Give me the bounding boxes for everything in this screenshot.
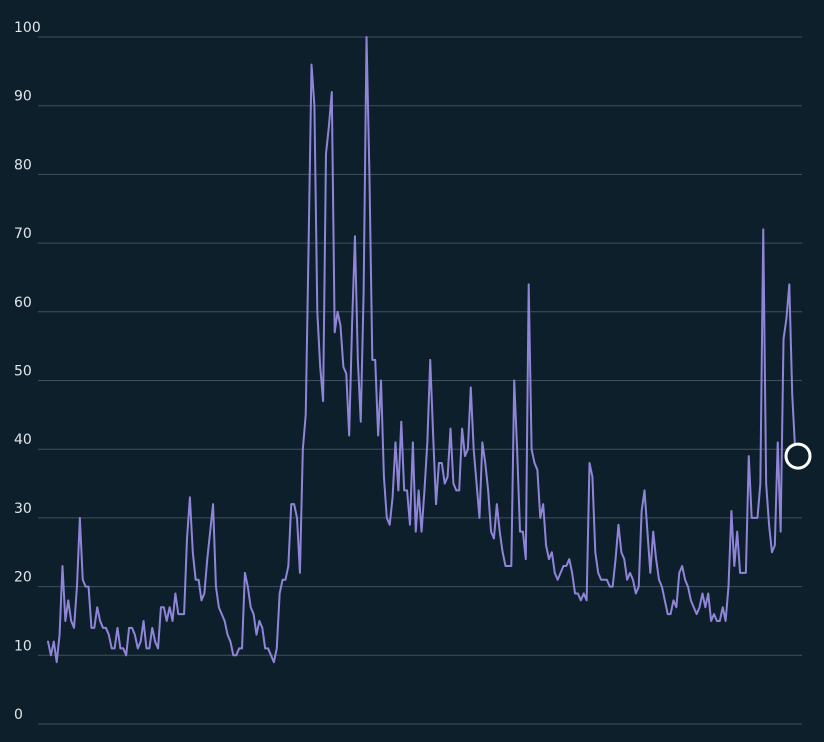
series-line-0: [47, 36, 799, 664]
y-tick-label-70: 70: [14, 226, 32, 242]
y-tick-label-0: 0: [14, 707, 23, 723]
y-tick-label-40: 40: [14, 432, 32, 448]
y-tick-label-30: 30: [14, 501, 32, 517]
y-tick-label-80: 80: [14, 157, 32, 173]
y-tick-label-90: 90: [14, 89, 32, 105]
y-tick-label-100: 100: [14, 20, 41, 36]
y-tick-label-50: 50: [14, 364, 32, 380]
grid-layer: [38, 36, 802, 725]
y-tick-label-10: 10: [14, 638, 32, 654]
y-tick-label-20: 20: [14, 570, 32, 586]
last-point-marker: [784, 442, 812, 470]
marker-layer: [784, 442, 812, 470]
y-tick-label-60: 60: [14, 295, 32, 311]
series-layer: [47, 36, 799, 664]
y-axis-tick-labels: 0 10 20 30 40 50 60 70 80 90 100: [14, 20, 41, 723]
